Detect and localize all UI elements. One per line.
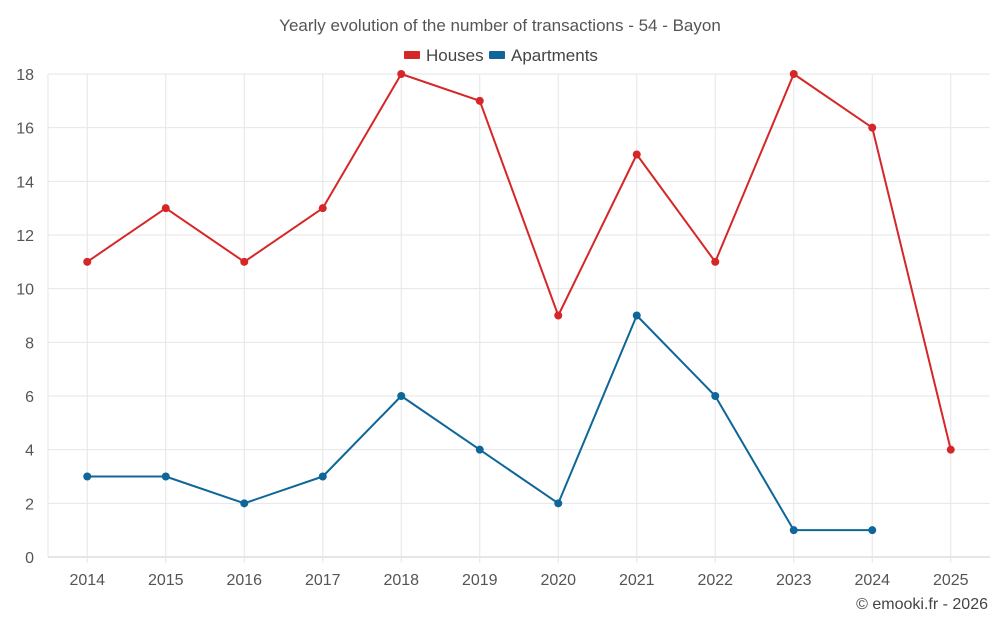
data-point-houses[interactable] <box>868 123 877 132</box>
legend-item-apartments[interactable]: Apartments <box>489 46 598 65</box>
legend-label-apartments: Apartments <box>511 46 598 65</box>
y-tick-label: 6 <box>25 389 34 406</box>
data-point-apartments[interactable] <box>554 499 563 508</box>
legend[interactable]: Houses Apartments <box>404 46 598 65</box>
legend-item-houses[interactable]: Houses <box>404 46 484 65</box>
y-tick-label: 18 <box>16 67 34 84</box>
data-point-houses[interactable] <box>711 257 720 266</box>
legend-label-houses: Houses <box>426 46 484 65</box>
data-point-apartments[interactable] <box>711 392 720 400</box>
data-point-houses[interactable] <box>161 204 170 213</box>
data-point-apartments[interactable] <box>161 472 170 481</box>
data-point-houses[interactable] <box>946 445 955 454</box>
y-tick-label: 8 <box>25 335 34 352</box>
data-point-apartments[interactable] <box>318 472 327 481</box>
data-point-houses[interactable] <box>632 150 641 159</box>
y-tick-label: 12 <box>16 228 34 245</box>
data-point-apartments[interactable] <box>632 311 641 320</box>
axis-layer: 0 2 4 6 8 10 12 14 16 18 2014 2015 2016 2017 2018 2019 2… <box>16 67 968 589</box>
data-point-apartments[interactable] <box>83 472 92 481</box>
data-point-houses[interactable] <box>240 257 249 266</box>
x-tick-label: 2024 <box>854 572 890 589</box>
data-point-houses[interactable] <box>554 311 563 320</box>
credit-text: © emooki.fr - 2026 <box>856 596 988 613</box>
y-tick-label: 4 <box>25 443 34 460</box>
data-point-houses[interactable] <box>318 204 327 213</box>
y-tick-label: 14 <box>16 174 34 191</box>
data-point-apartments[interactable] <box>397 392 406 400</box>
y-tick-label: 16 <box>16 121 34 138</box>
data-point-apartments[interactable] <box>475 445 484 454</box>
data-point-apartments[interactable] <box>240 499 249 508</box>
y-tick-label: 10 <box>16 282 34 299</box>
x-tick-label: 2018 <box>383 572 419 589</box>
x-tick-label: 2016 <box>226 572 262 589</box>
series-layer <box>83 70 955 535</box>
data-point-apartments[interactable] <box>789 526 798 535</box>
x-tick-label: 2023 <box>776 572 812 589</box>
data-point-houses[interactable] <box>789 70 798 78</box>
data-point-houses[interactable] <box>475 96 484 105</box>
x-tick-label: 2022 <box>697 572 733 589</box>
legend-swatch-apartments <box>489 51 505 59</box>
x-tick-label: 2019 <box>462 572 498 589</box>
x-tick-label: 2014 <box>69 572 105 589</box>
data-point-apartments[interactable] <box>868 526 877 535</box>
x-tick-label: 2021 <box>619 572 655 589</box>
data-point-houses[interactable] <box>83 257 92 266</box>
chart-title: Yearly evolution of the number of transa… <box>279 16 721 35</box>
y-tick-label: 2 <box>25 496 34 513</box>
series-line-houses <box>86 73 952 450</box>
grid-layer <box>47 73 990 563</box>
x-tick-label: 2015 <box>148 572 184 589</box>
legend-swatch-houses <box>404 51 420 59</box>
data-point-houses[interactable] <box>397 70 406 78</box>
x-tick-label: 2020 <box>540 572 576 589</box>
x-tick-label: 2025 <box>933 572 969 589</box>
y-tick-label: 0 <box>25 550 34 567</box>
x-tick-label: 2017 <box>305 572 341 589</box>
